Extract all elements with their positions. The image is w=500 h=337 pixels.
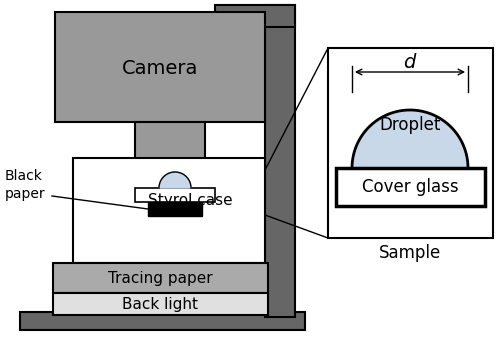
- Bar: [215, 5, 295, 27]
- Text: $d$: $d$: [403, 54, 417, 72]
- Text: Tracing paper: Tracing paper: [108, 271, 212, 285]
- Polygon shape: [352, 110, 468, 168]
- Text: Back light: Back light: [122, 297, 198, 311]
- Bar: [20, 312, 305, 330]
- Bar: [336, 168, 485, 206]
- Text: Styrol case: Styrol case: [148, 192, 232, 208]
- Polygon shape: [159, 172, 191, 188]
- Bar: [53, 263, 268, 293]
- Text: Cover glass: Cover glass: [362, 178, 458, 196]
- Bar: [55, 12, 265, 122]
- Text: Camera: Camera: [122, 59, 198, 78]
- Bar: [328, 48, 493, 238]
- Bar: [53, 293, 268, 315]
- Bar: [148, 202, 202, 216]
- Bar: [73, 158, 265, 263]
- Text: Black
paper: Black paper: [5, 170, 46, 201]
- Bar: [135, 188, 215, 202]
- Bar: [135, 122, 205, 167]
- Text: Sample: Sample: [379, 244, 441, 262]
- Bar: [265, 5, 295, 317]
- Text: Droplet: Droplet: [380, 116, 440, 134]
